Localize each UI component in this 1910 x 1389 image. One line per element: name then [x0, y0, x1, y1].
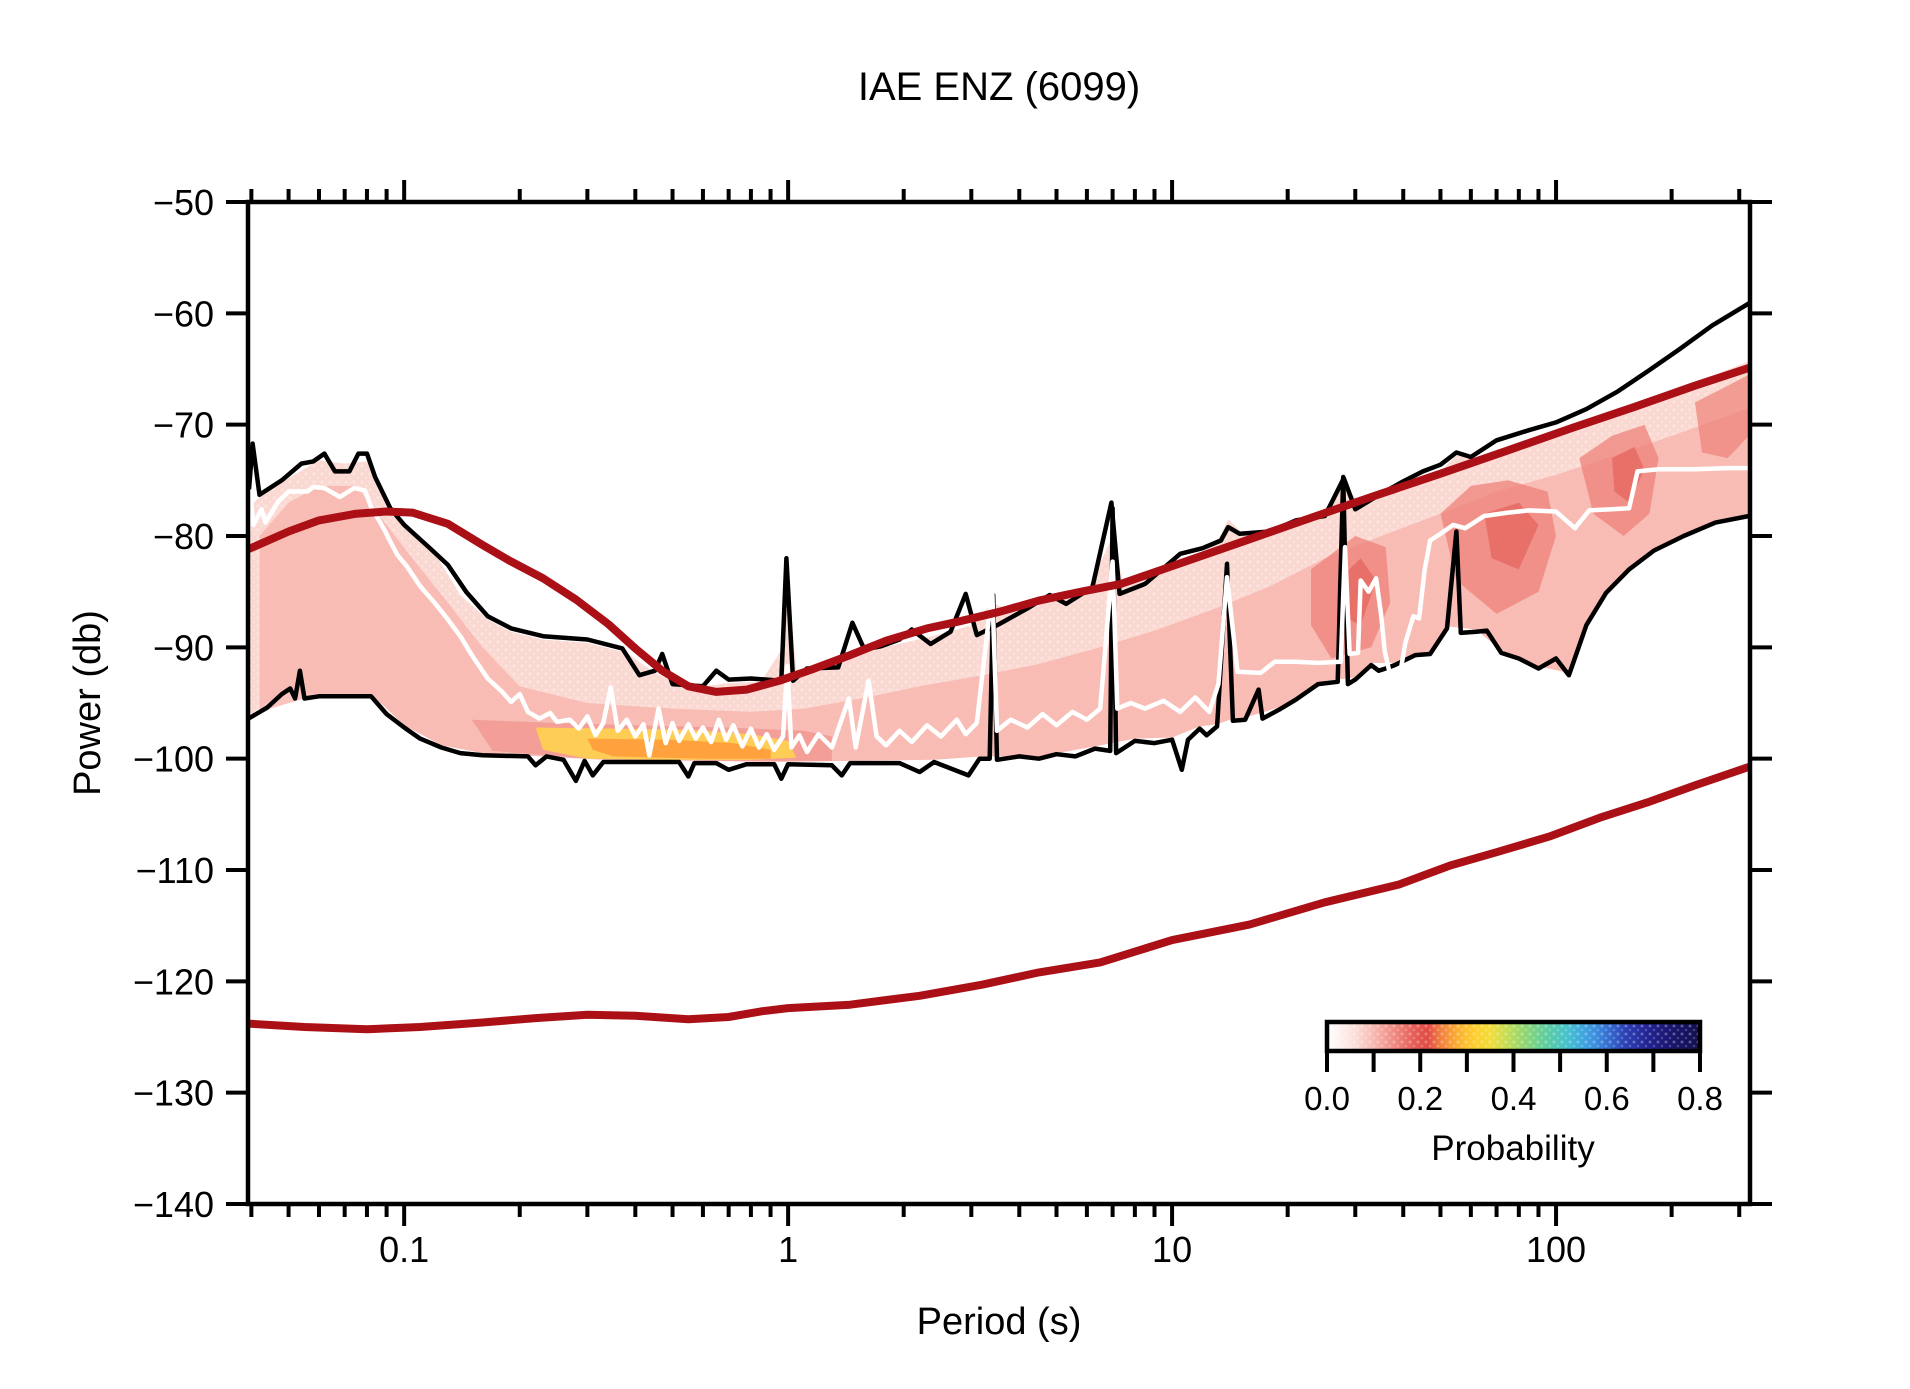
y-tick-label: −80	[153, 516, 214, 557]
density-cloud	[248, 361, 1749, 762]
colorbar-tick-label: 0.2	[1397, 1080, 1443, 1117]
y-tick-label: −50	[153, 182, 214, 223]
colorbar-ticks	[1325, 1051, 1702, 1072]
colorbar-title: Probability	[1431, 1129, 1595, 1168]
dense-blob-280s	[1694, 374, 1749, 459]
y-tick-label: −60	[153, 293, 214, 334]
y-tick-label: −110	[136, 850, 214, 891]
y-tick-label: −140	[133, 1184, 214, 1225]
core-blob-155s	[1612, 446, 1645, 503]
y-tick-label: −130	[133, 1073, 214, 1114]
x-tick-label: 0.1	[379, 1229, 429, 1270]
plot-frame	[245, 199, 1753, 1207]
colorbar-tick-label: 0.0	[1304, 1080, 1350, 1117]
x-axis-title: Period (s)	[917, 1301, 1082, 1343]
chart-title: IAE ENZ (6099)	[858, 65, 1140, 109]
curves	[248, 301, 1750, 1034]
x-tick-label: 10	[1152, 1229, 1192, 1270]
colorbar-tick-labels: 0.0 0.2 0.4 0.6 0.8	[1304, 1080, 1723, 1117]
colorbar-tick-label: 0.4	[1491, 1080, 1537, 1117]
core-blob-80s	[1484, 502, 1539, 570]
axis-tick-labels: 0.1 1 10 100 −50 −60 −70 −80 −90 −100 −110 −120 −130…	[133, 182, 1586, 1270]
y-tick-label: −100	[133, 739, 214, 780]
axis-ticks	[226, 180, 1772, 1226]
mode-line	[248, 465, 1750, 758]
min-envelope-line	[248, 474, 1750, 784]
colorbar-tick-label: 0.8	[1677, 1080, 1723, 1117]
x-tick-label: 1	[778, 1229, 798, 1270]
hot-streak-orange	[587, 738, 771, 759]
x-tick-label: 100	[1526, 1229, 1586, 1270]
low-noise-model-line	[248, 762, 1750, 1034]
colorbar: 0.0 0.2 0.4 0.6 0.8 Probability	[1304, 1019, 1723, 1168]
y-tick-label: −70	[153, 405, 214, 446]
y-axis-title: Power (db)	[67, 610, 109, 796]
colorbar-tick-label: 0.6	[1584, 1080, 1630, 1117]
y-tick-label: −90	[153, 627, 214, 668]
y-tick-label: −120	[133, 961, 214, 1002]
colorbar-speckle	[1327, 1022, 1700, 1051]
high-noise-model-line	[248, 363, 1750, 696]
